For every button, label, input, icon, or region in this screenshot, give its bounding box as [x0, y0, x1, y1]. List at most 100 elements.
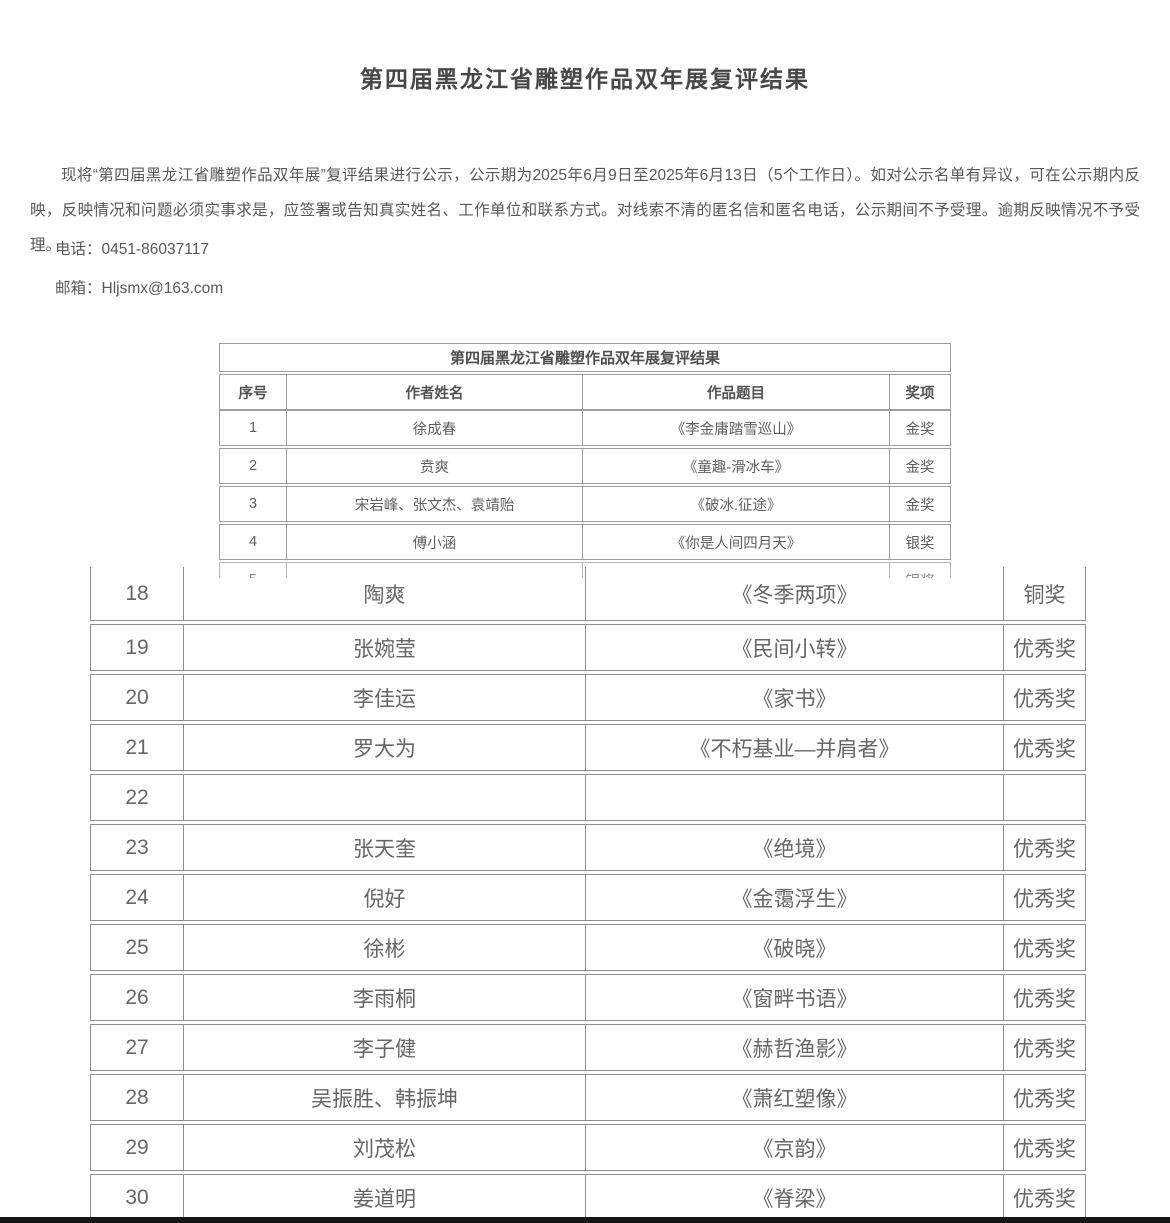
award-cell: 银奖	[889, 525, 950, 559]
email-line: 邮箱：Hljsmx@163.com	[55, 280, 224, 297]
work-title-cell: 《破冰.征途》	[582, 487, 889, 521]
work-title-cell: 《京韵》	[585, 1125, 1003, 1170]
work-title-cell: 《萧红塑像》	[585, 1075, 1003, 1120]
author-name-cell	[286, 563, 582, 578]
author-name-cell: 张天奎	[183, 825, 585, 870]
results-table-small-body: 1 徐成春 《李金庸踏雪巡山》 金奖 2 贲爽 《童趣-滑冰车》 金奖 3 宋岩峰、张文杰、袁靖贻…	[219, 410, 951, 578]
row-number-cell: 5	[220, 563, 286, 578]
work-title-cell: 《脊梁》	[585, 1175, 1003, 1220]
table-row: 18 陶爽 《冬季两项》 铜奖	[90, 567, 1086, 621]
row-number-cell: 18	[125, 581, 149, 605]
award-cell: 优秀奖	[1003, 1175, 1085, 1220]
header-author-name: 作者姓名	[286, 375, 582, 409]
award-cell: 铜奖	[1003, 567, 1085, 620]
table-row: 28 吴振胜、韩振坤 《萧红塑像》 优秀奖	[90, 1074, 1086, 1121]
work-title-cell	[585, 775, 1003, 820]
author-name-cell: 贲爽	[286, 449, 582, 483]
author-name-cell: 傅小涵	[286, 525, 582, 559]
table-row: 4 傅小涵 《你是人间四月天》 银奖	[219, 524, 951, 560]
row-number-cell: 30	[125, 1185, 149, 1209]
award-cell	[1003, 775, 1085, 820]
row-number-cell: 19	[125, 635, 149, 659]
row-number-cell: 25	[125, 935, 149, 959]
row-number-cell: 22	[125, 785, 149, 809]
award-cell: 金奖	[889, 411, 950, 445]
award-cell: 优秀奖	[1003, 825, 1085, 870]
award-cell: 优秀奖	[1003, 625, 1085, 670]
author-name-cell: 倪好	[183, 875, 585, 920]
award-cell: 优秀奖	[1003, 675, 1085, 720]
award-cell: 银奖	[889, 563, 950, 578]
table-caption-row: 第四届黑龙江省雕塑作品双年展复评结果	[219, 343, 951, 372]
author-name-cell: 李佳运	[183, 675, 585, 720]
work-title-cell: 《绝境》	[585, 825, 1003, 870]
work-title-cell: 《赫哲渔影》	[585, 1025, 1003, 1070]
table-row: 23 张天奎 《绝境》 优秀奖	[90, 824, 1086, 871]
phone-line: 电话：0451-86037117	[55, 241, 209, 258]
table-row: 21 罗大为 《不朽基业—并肩者》 优秀奖	[90, 724, 1086, 771]
document-top-section: 第四届黑龙江省雕塑作品双年展复评结果 现将“第四届黑龙江省雕塑作品双年展”复评结…	[0, 0, 1170, 578]
award-cell: 优秀奖	[1003, 1075, 1085, 1120]
row-number-cell: 20	[125, 685, 149, 709]
table-row: 20 李佳运 《家书》 优秀奖	[90, 674, 1086, 721]
author-name-cell: 宋岩峰、张文杰、袁靖贻	[286, 487, 582, 521]
award-cell: 优秀奖	[1003, 975, 1085, 1020]
award-cell: 金奖	[889, 449, 950, 483]
results-table-zoomed: 18 陶爽 《冬季两项》 铜奖 19 张婉莹 《民间小转》 优秀奖 20 李佳运 《家书》 优秀奖 21…	[90, 567, 1086, 1221]
award-cell: 优秀奖	[1003, 1025, 1085, 1070]
row-number-cell: 29	[125, 1135, 149, 1159]
author-name-cell: 姜道明	[183, 1175, 585, 1220]
table-row: 24 倪好 《金霭浮生》 优秀奖	[90, 874, 1086, 921]
table-row: 19 张婉莹 《民间小转》 优秀奖	[90, 624, 1086, 671]
table-row: 5 银奖	[219, 562, 951, 578]
row-number-cell: 1	[248, 420, 258, 436]
author-name-cell: 徐彬	[183, 925, 585, 970]
header-row-number: 序号	[238, 385, 268, 402]
row-number-cell: 28	[125, 1085, 149, 1109]
award-cell: 优秀奖	[1003, 925, 1085, 970]
table-caption: 第四届黑龙江省雕塑作品双年展复评结果	[449, 350, 720, 367]
results-table-small: 第四届黑龙江省雕塑作品双年展复评结果 序号 作者姓名 作品题目 奖项 1 徐成春《…	[219, 343, 951, 578]
author-name-cell: 李雨桐	[183, 975, 585, 1020]
work-title-cell	[582, 563, 889, 578]
work-title-cell: 《不朽基业—并肩者》	[585, 725, 1003, 770]
row-number-cell: 4	[248, 534, 258, 550]
row-number-cell: 2	[248, 458, 258, 474]
award-cell: 金奖	[889, 487, 950, 521]
row-number-cell: 27	[125, 1035, 149, 1059]
table-row: 25 徐彬 《破晓》 优秀奖	[90, 924, 1086, 971]
work-title-cell: 《窗畔书语》	[585, 975, 1003, 1020]
award-cell: 优秀奖	[1003, 1125, 1085, 1170]
page-title: 第四届黑龙江省雕塑作品双年展复评结果	[360, 66, 810, 92]
author-name-cell: 李子健	[183, 1025, 585, 1070]
work-title-cell: 《破晓》	[585, 925, 1003, 970]
table-row: 30 姜道明 《脊梁》 优秀奖	[90, 1174, 1086, 1221]
work-title-cell: 《童趣-滑冰车》	[582, 449, 889, 483]
table-row: 22	[90, 774, 1086, 821]
row-number-cell: 3	[248, 496, 258, 512]
author-name-cell	[183, 775, 585, 820]
header-award: 奖项	[889, 375, 950, 409]
table-row: 3 宋岩峰、张文杰、袁靖贻 《破冰.征途》 金奖	[219, 486, 951, 522]
row-number-cell: 24	[125, 885, 149, 909]
work-title-cell: 《家书》	[585, 675, 1003, 720]
work-title-cell: 《冬季两项》	[585, 567, 1003, 620]
table-header-row: 序号 作者姓名 作品题目 奖项	[219, 374, 951, 410]
work-title-cell: 《李金庸踏雪巡山》	[582, 411, 889, 445]
row-number-cell: 26	[125, 985, 149, 1009]
author-name-cell: 刘茂松	[183, 1125, 585, 1170]
row-number-cell: 21	[125, 735, 149, 759]
row-number-cell: 23	[125, 835, 149, 859]
author-name-cell: 徐成春	[286, 411, 582, 445]
work-title-cell: 《金霭浮生》	[585, 875, 1003, 920]
work-title-cell: 《民间小转》	[585, 625, 1003, 670]
author-name-cell: 陶爽	[183, 567, 585, 620]
table-row: 2 贲爽 《童趣-滑冰车》 金奖	[219, 448, 951, 484]
award-cell: 优秀奖	[1003, 875, 1085, 920]
table-row: 29 刘茂松 《京韵》 优秀奖	[90, 1124, 1086, 1171]
table-row: 27 李子健 《赫哲渔影》 优秀奖	[90, 1024, 1086, 1071]
author-name-cell: 吴振胜、韩振坤	[183, 1075, 585, 1120]
work-title-cell: 《你是人间四月天》	[582, 525, 889, 559]
table-row: 1 徐成春 《李金庸踏雪巡山》 金奖	[219, 410, 951, 446]
announcement-paragraph: 现将“第四届黑龙江省雕塑作品双年展”复评结果进行公示，公示期为2025年6月9日…	[30, 167, 1140, 254]
